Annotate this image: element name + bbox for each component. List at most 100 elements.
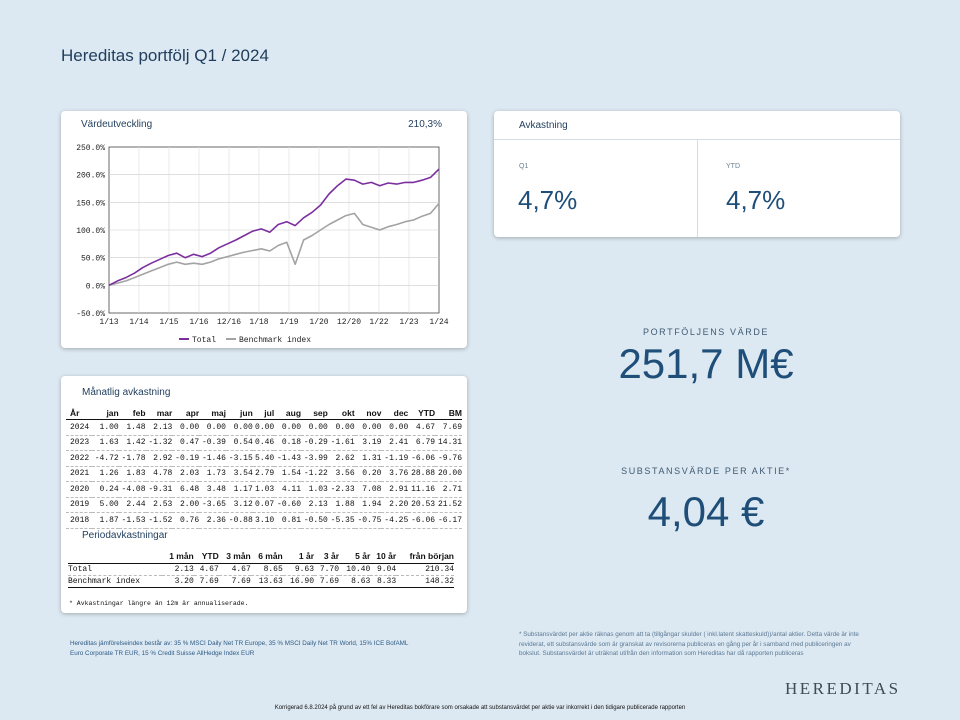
returns-column-divider bbox=[697, 140, 698, 237]
monthly-returns-cell: 3.12 bbox=[225, 497, 253, 513]
monthly-returns-cell: 3.48 bbox=[199, 481, 226, 498]
chart-x-tick-label: 1/20 bbox=[309, 318, 328, 327]
monthly-returns-header-cell: maj bbox=[199, 407, 226, 420]
monthly-returns-header-cell: YTD bbox=[408, 407, 436, 420]
monthly-returns-cell: -1.52 bbox=[145, 512, 173, 529]
monthly-returns-cell: 1.87 bbox=[91, 512, 119, 529]
monthly-returns-row: 2021 1.26 1.83 4.78 2.03 1.73 3.54 2.79 1.54 -1.2… bbox=[66, 466, 462, 482]
period-returns-cell: 7.70 bbox=[319, 565, 340, 574]
monthly-returns-header-cell: feb bbox=[118, 407, 146, 420]
monthly-returns-header-cell: jun bbox=[225, 407, 253, 420]
period-returns-cell: 9.63 bbox=[294, 565, 315, 574]
period-returns-cell: 210.34 bbox=[425, 565, 454, 574]
monthly-returns-cell: 0.00 bbox=[172, 419, 200, 436]
returns-header-divider bbox=[494, 139, 900, 140]
chart-series-line-1 bbox=[108, 202, 440, 287]
monthly-returns-cell: 2.53 bbox=[145, 497, 173, 513]
monthly-returns-cell: -6.17 bbox=[435, 512, 462, 529]
monthly-returns-cell: 2.71 bbox=[435, 481, 462, 498]
monthly-returns-cell: 14.31 bbox=[435, 435, 462, 451]
chart-y-tick-label: 150.0% bbox=[76, 199, 105, 208]
monthly-returns-cell: -9.31 bbox=[145, 481, 173, 498]
monthly-returns-cell: -0.39 bbox=[199, 435, 226, 451]
monthly-returns-cell: -3.65 bbox=[199, 497, 226, 513]
period-returns-row: Total 2.13 4.67 4.67 8.65 9.63 7.70 10.40 9.04 21… bbox=[68, 564, 454, 576]
monthly-returns-cell: -6.06 bbox=[408, 512, 436, 529]
monthly-returns-cell: 7.08 bbox=[354, 481, 382, 498]
monthly-returns-cell: 2023 bbox=[66, 435, 92, 451]
chart-legend-label: Total bbox=[192, 336, 216, 345]
chart-legend-label: Benchmark index bbox=[239, 336, 311, 345]
monthly-returns-cell: 1.94 bbox=[354, 497, 382, 513]
period-returns-header-cell: 1 år bbox=[282, 551, 315, 564]
value-development-chart: 250.0%200.0%150.0%100.0%50.0%0.0%-50.0%1… bbox=[76, 144, 449, 345]
monthly-returns-cell: 2022 bbox=[66, 450, 92, 467]
portfolio-value: 251,7 M€ bbox=[618, 340, 794, 387]
value-development-label: Värdeutveckling bbox=[81, 119, 153, 130]
monthly-returns-cell: -1.19 bbox=[381, 450, 409, 467]
monthly-returns-cell: 2.03 bbox=[172, 466, 200, 482]
monthly-returns-header-cell: jan bbox=[91, 407, 119, 420]
period-returns-cell: 3.20 bbox=[161, 575, 194, 588]
monthly-returns-cell: -1.61 bbox=[327, 435, 355, 451]
period-returns-cell: 148.32 bbox=[396, 575, 454, 588]
monthly-returns-cell: -1.43 bbox=[274, 450, 302, 467]
monthly-returns-cell: 20.53 bbox=[408, 497, 436, 513]
period-returns-cell: 13.63 bbox=[250, 575, 283, 588]
monthly-returns-cell: 11.16 bbox=[408, 481, 436, 498]
period-header-row: 1 mån YTD 3 mån 6 mån 1 år 3 år 5 år 10 år från … bbox=[68, 551, 454, 564]
period-returns-header-cell: 3 mån bbox=[218, 551, 251, 564]
period-returns-cell: 7.69 bbox=[193, 575, 219, 588]
monthly-returns-cell: 2020 bbox=[66, 481, 92, 498]
monthly-returns-cell: 0.81 bbox=[274, 512, 302, 529]
monthly-returns-cell: 2018 bbox=[66, 512, 92, 529]
monthly-returns-cell: 21.52 bbox=[435, 497, 462, 513]
chart-x-tick-label: 1/18 bbox=[249, 318, 268, 327]
nav-note: * Substansvärdet per aktie räknas genom … bbox=[519, 631, 859, 658]
monthly-returns-cell: 4.67 bbox=[408, 419, 436, 436]
monthly-returns-cell: 0.46 bbox=[252, 435, 275, 451]
chart-x-tick-label: 1/16 bbox=[189, 318, 208, 327]
monthly-returns-cell: 1.83 bbox=[118, 466, 146, 482]
monthly-returns-cell: 0.20 bbox=[354, 466, 382, 482]
monthly-returns-cell: 0.47 bbox=[172, 435, 200, 451]
monthly-returns-cell: 1.88 bbox=[327, 497, 355, 513]
ytd-label: YTD bbox=[726, 163, 740, 170]
monthly-returns-cell: -0.19 bbox=[172, 450, 200, 467]
monthly-returns-cell: 1.48 bbox=[118, 419, 146, 436]
monthly-returns-cell: 2.41 bbox=[381, 435, 409, 451]
monthly-returns-cell: 1.42 bbox=[118, 435, 146, 451]
monthly-returns-header-cell: nov bbox=[354, 407, 382, 420]
monthly-returns-row: 2023 1.63 1.42 -1.32 0.47 -0.39 0.54 0.46 0.18 -0… bbox=[66, 435, 462, 451]
returns-card: Avkastning Q1 4,7% YTD 4,7% bbox=[494, 111, 900, 237]
monthly-returns-cell: -5.35 bbox=[327, 512, 355, 529]
monthly-returns-cell: 0.54 bbox=[225, 435, 253, 451]
monthly-returns-cell: 1.63 bbox=[91, 435, 119, 451]
nav-per-share-label: SUBSTANSVÄRDE PER AKTIE* bbox=[621, 466, 791, 476]
period-returns-cell: 4.67 bbox=[231, 565, 251, 574]
monthly-returns-cell: 2.36 bbox=[199, 512, 226, 529]
monthly-returns-header-cell: BM bbox=[435, 407, 462, 420]
chart-y-tick-label: 0.0% bbox=[86, 282, 105, 291]
period-returns-cell: 7.69 bbox=[218, 575, 251, 588]
monthly-returns-cell: 28.88 bbox=[408, 466, 436, 482]
monthly-returns-row: 2019 5.00 2.44 2.53 2.00 -3.65 3.12 0.07 -0.60 2.… bbox=[66, 497, 462, 513]
period-returns-cell: 2.13 bbox=[174, 565, 194, 574]
monthly-returns-cell: 6.48 bbox=[172, 481, 200, 498]
monthly-returns-cell: -1.53 bbox=[118, 512, 146, 529]
monthly-returns-header-cell: aug bbox=[274, 407, 302, 420]
chart-x-tick-label: 1/22 bbox=[369, 318, 388, 327]
chart-y-tick-label: 250.0% bbox=[76, 144, 105, 153]
monthly-returns-cell: 2.20 bbox=[381, 497, 409, 513]
monthly-returns-cell: 1.03 bbox=[252, 481, 275, 498]
monthly-returns-cell: 2024 bbox=[66, 419, 92, 436]
monthly-returns-cell: 0.00 bbox=[199, 419, 226, 436]
period-returns-header-cell: 5 år bbox=[339, 551, 371, 564]
chart-x-tick-label: 1/13 bbox=[99, 318, 118, 327]
monthly-returns-cell: -9.76 bbox=[435, 450, 462, 467]
period-returns-header-cell: 1 mån bbox=[161, 551, 194, 564]
monthly-returns-cell: 0.76 bbox=[172, 512, 200, 529]
monthly-returns-cell: -2.33 bbox=[327, 481, 355, 498]
monthly-returns-cell: 1.17 bbox=[225, 481, 253, 498]
monthly-returns-cell: -0.88 bbox=[225, 512, 253, 529]
